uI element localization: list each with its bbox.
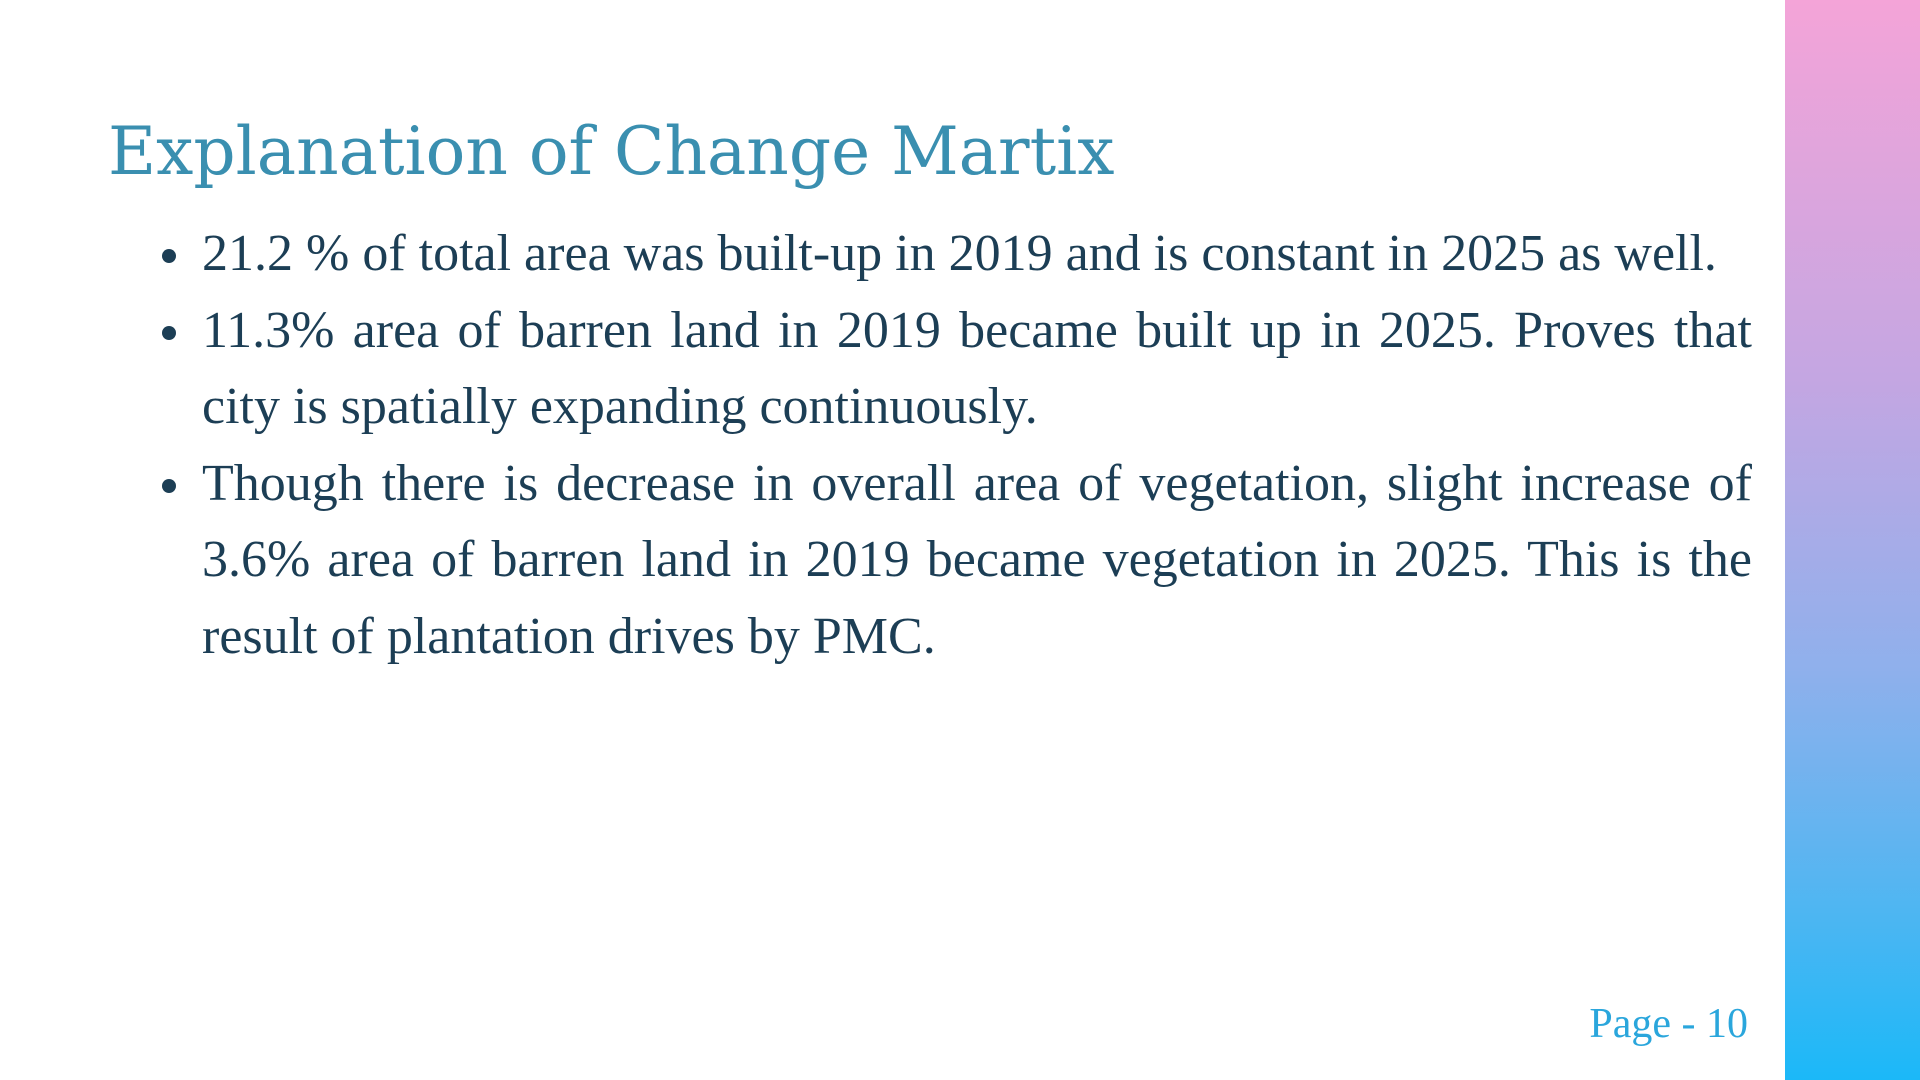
bullet-dot-icon	[162, 478, 176, 493]
bullet-text: 11.3% area of barren land in 2019 became…	[202, 301, 1752, 436]
bullet-item: Though there is decrease in overall area…	[162, 446, 1752, 676]
page-number: Page - 10	[1589, 1001, 1748, 1047]
decorative-gradient-bar	[1785, 0, 1920, 1080]
bullet-list: 21.2 % of total area was built-up in 201…	[160, 216, 1752, 675]
bullet-item: 21.2 % of total area was built-up in 201…	[162, 216, 1752, 293]
bullet-text: 21.2 % of total area was built-up in 201…	[202, 225, 1717, 282]
bullet-dot-icon	[162, 249, 176, 263]
bullet-item: 11.3% area of barren land in 2019 became…	[162, 293, 1752, 446]
bullet-dot-icon	[162, 325, 176, 340]
slide-title: Explanation of Change Martix	[108, 113, 1115, 190]
bullet-text: Though there is decrease in overall area…	[202, 454, 1752, 665]
